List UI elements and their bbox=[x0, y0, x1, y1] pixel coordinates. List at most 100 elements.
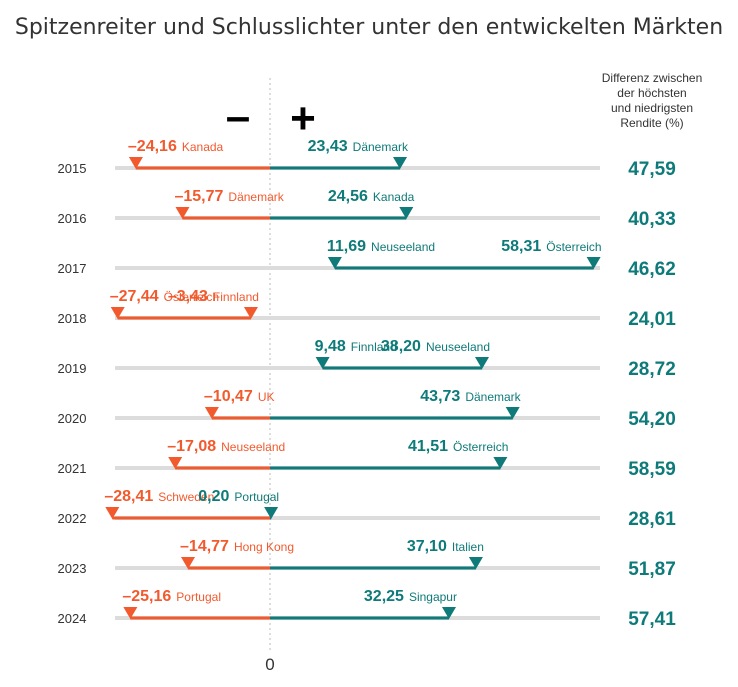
high-marker bbox=[493, 457, 508, 469]
high-label-value: 0,20 bbox=[198, 488, 229, 505]
year-label: 2023 bbox=[58, 561, 87, 576]
low-label: –17,08 Neuseeland bbox=[167, 438, 285, 455]
diff-value: 46,62 bbox=[628, 259, 676, 280]
low-label-value: –25,16 bbox=[122, 588, 171, 605]
high-marker bbox=[264, 507, 279, 519]
chart-row-2021: 2021 –17,08 Neuseeland 41,51 Österreich 58,59 bbox=[58, 438, 676, 480]
year-label: 2018 bbox=[58, 311, 87, 326]
low-label-country: Kanada bbox=[182, 140, 224, 154]
low-marker bbox=[110, 307, 125, 319]
low-label: –15,77 Dänemark bbox=[174, 188, 284, 205]
high-label-country: Portugal bbox=[234, 490, 279, 504]
high-label-value: –3,43 bbox=[168, 288, 208, 305]
high-marker bbox=[586, 257, 601, 269]
high-label: –3,43 Finnland bbox=[168, 288, 259, 305]
low-label: 9,48 Finnland bbox=[315, 338, 397, 355]
low-label-value: –14,77 bbox=[180, 538, 229, 555]
high-label-country: Kanada bbox=[373, 190, 415, 204]
low-label-value: –17,08 bbox=[167, 438, 216, 455]
high-label-value: 37,10 bbox=[407, 538, 447, 555]
high-label-country: Singapur bbox=[409, 590, 457, 604]
high-label: 43,73 Dänemark bbox=[420, 388, 521, 405]
high-label: 58,31 Österreich bbox=[501, 238, 601, 255]
high-marker bbox=[505, 407, 520, 419]
low-marker bbox=[181, 557, 196, 569]
high-marker bbox=[475, 357, 490, 369]
low-label: –25,16 Portugal bbox=[122, 588, 221, 605]
high-label-country: Österreich bbox=[546, 240, 601, 254]
year-label: 2024 bbox=[58, 611, 87, 626]
high-label: 23,43 Dänemark bbox=[308, 138, 409, 155]
low-label-value: –10,47 bbox=[204, 388, 253, 405]
low-label-value: 11,69 bbox=[327, 238, 366, 255]
diff-value: 58,59 bbox=[628, 459, 676, 480]
diff-value: 54,20 bbox=[628, 409, 676, 430]
high-label-country: Neuseeland bbox=[426, 340, 490, 354]
high-marker bbox=[243, 307, 258, 319]
chart-row-2017: 2017 11,69 Neuseeland 58,31 Österreich 46,62 bbox=[58, 238, 676, 280]
diff-value: 28,61 bbox=[628, 509, 676, 530]
low-label-value: –27,44 bbox=[110, 288, 159, 305]
high-label-country: Finnland bbox=[213, 290, 259, 304]
chart-row-2018: 2018 –27,44 Österreich–3,43 Finnland 24,01 bbox=[58, 288, 677, 330]
diff-value: 47,59 bbox=[628, 159, 676, 180]
high-marker bbox=[441, 607, 456, 619]
high-label: 32,25 Singapur bbox=[364, 588, 457, 605]
zero-axis-label: 0 bbox=[265, 655, 274, 674]
chart-row-2023: 2023 –14,77 Hong Kong 37,10 Italien 51,87 bbox=[58, 538, 676, 580]
high-marker bbox=[468, 557, 483, 569]
low-label-country: Hong Kong bbox=[234, 540, 294, 554]
low-marker bbox=[204, 407, 219, 419]
year-label: 2015 bbox=[58, 161, 87, 176]
low-label-country: Neuseeland bbox=[221, 440, 285, 454]
high-label: 38,20 Neuseeland bbox=[381, 338, 490, 355]
high-label: 37,10 Italien bbox=[407, 538, 484, 555]
high-label-value: 38,20 bbox=[381, 338, 421, 355]
diff-value: 28,72 bbox=[628, 359, 676, 380]
diff-header-line: der höchsten bbox=[617, 86, 686, 100]
low-label: –14,77 Hong Kong bbox=[180, 538, 294, 555]
year-label: 2017 bbox=[58, 261, 87, 276]
chart-title: Spitzenreiter und Schlusslichter unter d… bbox=[15, 15, 723, 40]
low-label-value: –15,77 bbox=[174, 188, 223, 205]
low-marker bbox=[175, 207, 190, 219]
diff-value: 51,87 bbox=[628, 559, 676, 580]
high-label-value: 41,51 bbox=[408, 438, 448, 455]
low-label: –27,44 Österreich bbox=[110, 288, 219, 305]
diff-header-line: Rendite (%) bbox=[620, 116, 683, 130]
high-label: 41,51 Österreich bbox=[408, 438, 508, 455]
diff-value: 57,41 bbox=[628, 609, 676, 630]
chart-row-2024: 2024 –25,16 Portugal 32,25 Singapur 57,41 bbox=[58, 588, 677, 630]
low-label-country: Finnland bbox=[351, 340, 397, 354]
high-label-value: 32,25 bbox=[364, 588, 404, 605]
low-marker bbox=[123, 607, 138, 619]
low-label: –10,47 UK bbox=[204, 388, 275, 405]
plus-symbol: + bbox=[290, 94, 316, 143]
high-label-value: 23,43 bbox=[308, 138, 348, 155]
chart-rows: 2015 –24,16 Kanada 23,43 Dänemark 47,59 2016 –1… bbox=[58, 138, 677, 630]
diff-header-line: und niedrigsten bbox=[611, 101, 693, 115]
high-label-value: 58,31 bbox=[501, 238, 541, 255]
high-label-country: Dänemark bbox=[353, 140, 409, 154]
low-label-country: Österreich bbox=[164, 290, 219, 304]
year-label: 2016 bbox=[58, 211, 87, 226]
low-label: –28,41 Schweden bbox=[104, 488, 214, 505]
low-marker bbox=[315, 357, 330, 369]
year-label: 2019 bbox=[58, 361, 87, 376]
high-label-country: Dänemark bbox=[465, 390, 521, 404]
minus-symbol: – bbox=[226, 92, 250, 141]
high-label: 24,56 Kanada bbox=[328, 188, 415, 205]
chart-row-2020: 2020 –10,47 UK 43,73 Dänemark 54,20 bbox=[58, 388, 676, 430]
diff-value: 40,33 bbox=[628, 209, 676, 230]
low-marker bbox=[105, 507, 120, 519]
low-label: 11,69 Neuseeland bbox=[327, 238, 435, 255]
high-label-value: 43,73 bbox=[420, 388, 460, 405]
low-label-value: 9,48 bbox=[315, 338, 346, 355]
high-marker bbox=[399, 207, 414, 219]
high-label-value: 24,56 bbox=[328, 188, 368, 205]
chart-row-2016: 2016 –15,77 Dänemark 24,56 Kanada 40,33 bbox=[58, 188, 676, 230]
low-label-country: UK bbox=[258, 390, 275, 404]
